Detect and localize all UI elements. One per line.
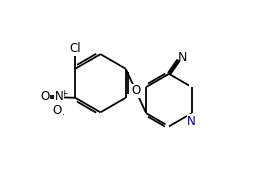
Text: O: O <box>131 84 140 98</box>
Text: O: O <box>53 104 62 117</box>
Text: N: N <box>187 115 196 128</box>
Text: -: - <box>60 109 63 119</box>
Text: Cl: Cl <box>70 42 81 55</box>
Text: N: N <box>55 90 64 103</box>
Text: +: + <box>60 89 67 98</box>
Text: O: O <box>41 90 50 103</box>
Text: N: N <box>178 51 187 64</box>
